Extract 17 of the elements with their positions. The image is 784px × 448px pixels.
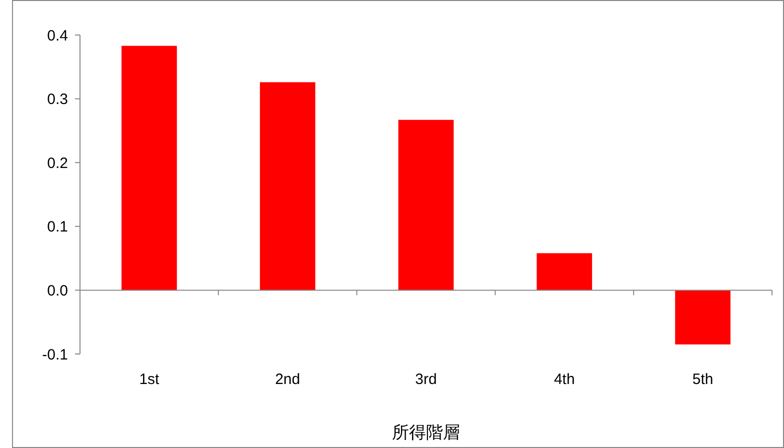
x-tick-label: 3rd: [415, 371, 437, 388]
y-tick-label: 0.2: [47, 154, 68, 172]
x-tick-label: 4th: [554, 371, 575, 388]
bar: [122, 46, 177, 290]
bar: [260, 82, 316, 290]
y-tick-label: 0.1: [47, 218, 68, 236]
bar: [398, 120, 454, 290]
bar: [675, 290, 730, 344]
y-tick-label: 0.4: [47, 27, 68, 44]
bar: [536, 253, 592, 290]
x-tick-label: 2nd: [275, 371, 300, 388]
x-tick-label: 5th: [692, 371, 714, 388]
x-tick-label: 1st: [139, 371, 160, 388]
y-tick-label: 0.3: [47, 91, 68, 108]
y-tick-label: -0.1: [42, 346, 68, 364]
y-tick-label: 0.0: [47, 282, 68, 300]
x-axis-title: 所得階層: [392, 423, 460, 442]
